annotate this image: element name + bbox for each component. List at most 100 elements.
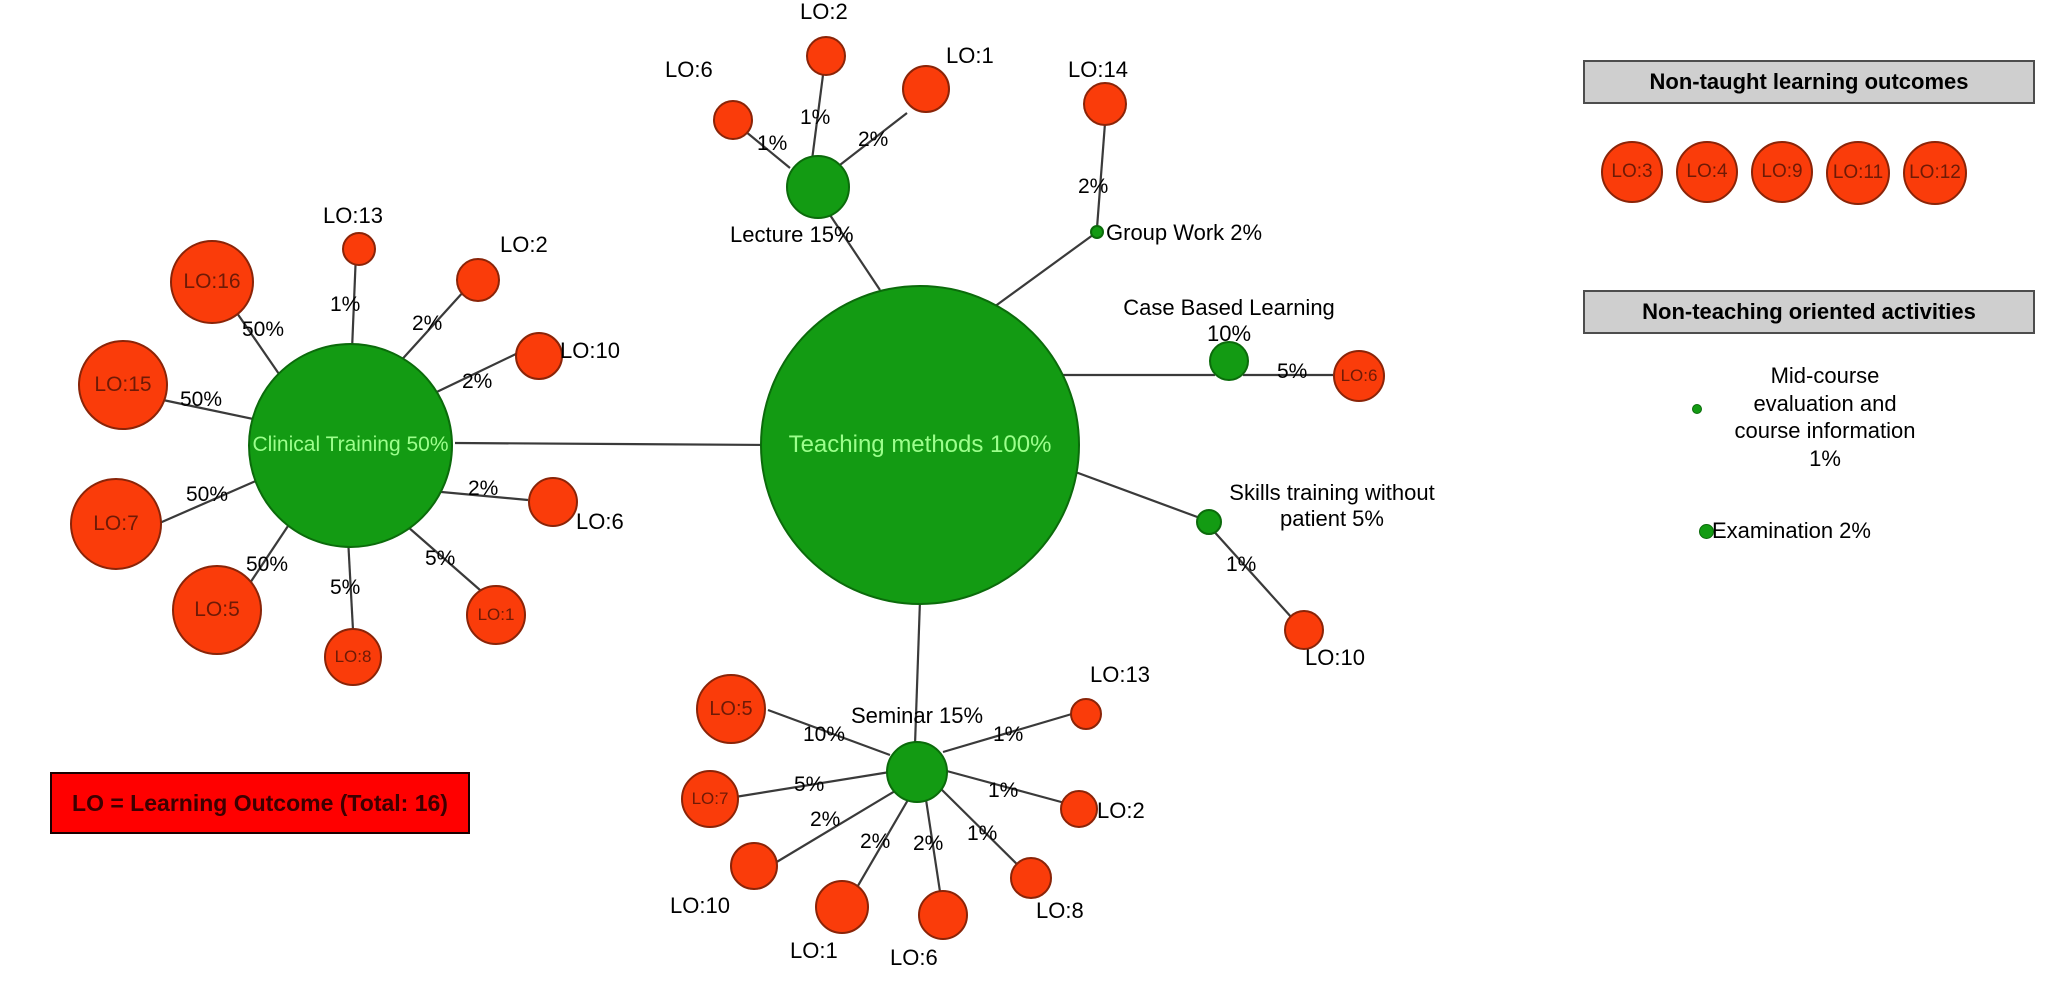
panel-non-teaching-header-label: Non-teaching oriented activities	[1642, 299, 1976, 324]
edge-label-ct-lo7: 50%	[186, 483, 229, 506]
node-case-based-learning[interactable]	[1209, 341, 1249, 381]
node-ct-lo7[interactable]: LO:7	[70, 478, 162, 570]
node-sem-lo13-label: LO:13	[1090, 662, 1150, 687]
node-ct-lo2-label: LO:2	[500, 232, 548, 257]
node-sem-lo13[interactable]	[1070, 698, 1102, 730]
node-ct-lo2[interactable]	[456, 258, 500, 302]
node-lec-lo6[interactable]	[713, 100, 753, 140]
node-ct-lo6[interactable]	[528, 477, 578, 527]
node-lecture[interactable]	[786, 155, 850, 219]
node-clinical-training-label: Clinical Training 50%	[252, 433, 449, 457]
edge-label-lec-lo6: 1%	[757, 132, 788, 155]
node-lec-lo1[interactable]	[902, 65, 950, 113]
edge-lec-lo1	[835, 112, 908, 169]
node-sem-lo5[interactable]: LO:5	[696, 674, 766, 744]
node-ct-lo5[interactable]: LO:5	[172, 565, 262, 655]
edge-ct-lo13	[350, 252, 358, 351]
node-sem-lo6-label: LO:6	[890, 945, 938, 970]
node-ct-lo1[interactable]: LO:1	[466, 585, 526, 645]
node-sem-lo2[interactable]	[1060, 790, 1098, 828]
panel-non-taught-header-label: Non-taught learning outcomes	[1649, 69, 1969, 94]
node-cbl-lo6-label: LO:6	[1340, 366, 1378, 386]
node-teaching-methods[interactable]: Teaching methods 100%	[760, 285, 1080, 605]
node-ct-lo13-label: LO:13	[323, 203, 383, 228]
node-nt-lo3[interactable]: LO:3	[1601, 141, 1663, 203]
edge-sem-lo7	[734, 770, 891, 799]
node-clinical-training[interactable]: Clinical Training 50%	[248, 343, 453, 548]
node-nt-lo12[interactable]: LO:12	[1903, 141, 1967, 205]
node-nt-lo11-label: LO:11	[1832, 162, 1884, 184]
node-nt-lo3-label: LO:3	[1611, 161, 1653, 183]
node-gw-lo14[interactable]	[1083, 82, 1127, 126]
node-sem-lo10-label: LO:10	[670, 893, 730, 918]
edge-label-sem-lo10: 2%	[810, 808, 841, 831]
node-ct-lo16[interactable]: LO:16	[170, 240, 254, 324]
node-sem-lo10[interactable]	[730, 842, 778, 890]
node-nt-lo9[interactable]: LO:9	[1751, 141, 1813, 203]
node-ct-lo15[interactable]: LO:15	[78, 340, 168, 430]
examination-label: Examination 2%	[1712, 518, 1871, 543]
edge-label-ct-lo1: 5%	[425, 547, 456, 570]
edge-root-lecture	[821, 202, 881, 291]
node-ct-lo10[interactable]	[515, 332, 563, 380]
node-sem-lo6[interactable]	[918, 890, 968, 940]
edge-sem-lo5	[767, 708, 891, 757]
node-sem-lo1-label: LO:1	[790, 938, 838, 963]
edge-st-lo10	[1209, 526, 1293, 619]
edge-label-st-lo10: 1%	[1226, 553, 1257, 576]
edge-label-ct-lo8: 5%	[330, 576, 361, 599]
node-ct-lo15-label: LO:15	[94, 372, 152, 396]
edge-label-lec-lo2: 1%	[800, 106, 831, 129]
edge-label-ct-lo5: 50%	[246, 553, 289, 576]
node-skills-training-label: Skills training without patient 5%	[1229, 480, 1435, 532]
node-ct-lo5-label: LO:5	[194, 597, 240, 621]
node-sem-lo5-label: LO:5	[709, 697, 753, 720]
edge-label-ct-lo2: 2%	[412, 312, 443, 335]
node-ct-lo16-label: LO:16	[183, 269, 241, 293]
node-ct-lo6-label: LO:6	[576, 509, 624, 534]
node-ct-lo13[interactable]	[342, 232, 376, 266]
node-skills-training[interactable]	[1196, 509, 1222, 535]
node-lec-lo6-label: LO:6	[665, 57, 713, 82]
node-sem-lo1[interactable]	[815, 880, 869, 934]
edge-label-gw-lo14: 2%	[1078, 175, 1109, 198]
midcourse-evaluation-dot[interactable]	[1692, 404, 1702, 414]
node-sem-lo7-label: LO:7	[691, 789, 729, 809]
node-teaching-methods-label: Teaching methods 100%	[788, 431, 1052, 459]
edge-label-sem-lo8: 1%	[967, 822, 998, 845]
node-lec-lo1-label: LO:1	[946, 43, 994, 68]
node-group-work-label: Group Work 2%	[1106, 220, 1263, 245]
edge-ct-lo8	[346, 537, 355, 631]
edge-label-sem-lo1: 2%	[860, 830, 891, 853]
edge-ct-lo2	[396, 289, 466, 366]
edge-label-ct-lo16: 50%	[242, 318, 285, 341]
node-sem-lo7[interactable]: LO:7	[681, 770, 739, 828]
midcourse-evaluation-label: Mid-course evaluation and course informa…	[1734, 363, 1916, 471]
legend-learning-outcome-label: LO = Learning Outcome (Total: 16)	[72, 789, 448, 816]
node-group-work[interactable]	[1090, 225, 1104, 239]
node-cbl-lo6[interactable]: LO:6	[1333, 350, 1385, 402]
node-gw-lo14-label: LO:14	[1068, 57, 1128, 82]
node-ct-lo1-label: LO:1	[477, 605, 515, 625]
node-sem-lo8[interactable]	[1010, 857, 1052, 899]
edge-label-cbl-lo6: 5%	[1277, 360, 1308, 383]
node-nt-lo11[interactable]: LO:11	[1826, 141, 1890, 205]
edge-root-skills-training	[1069, 468, 1201, 520]
examination-dot[interactable]	[1699, 524, 1714, 539]
edge-label-sem-lo6: 2%	[913, 832, 944, 855]
node-seminar[interactable]	[886, 741, 948, 803]
node-lec-lo2[interactable]	[806, 36, 846, 76]
legend-learning-outcome: LO = Learning Outcome (Total: 16)	[50, 772, 470, 834]
edge-ct-lo15	[162, 398, 259, 422]
edge-label-sem-lo7: 5%	[794, 773, 825, 796]
node-ct-lo8[interactable]: LO:8	[324, 628, 382, 686]
edge-label-sem-lo5: 10%	[803, 723, 846, 746]
edge-label-ct-lo10: 2%	[462, 370, 493, 393]
panel-non-teaching-header: Non-teaching oriented activities	[1583, 290, 2035, 334]
edge-label-ct-lo6: 2%	[468, 477, 499, 500]
node-nt-lo4[interactable]: LO:4	[1676, 141, 1738, 203]
node-seminar-label: Seminar 15%	[851, 703, 984, 728]
node-st-lo10[interactable]	[1284, 610, 1324, 650]
edge-root-seminar	[913, 599, 922, 746]
